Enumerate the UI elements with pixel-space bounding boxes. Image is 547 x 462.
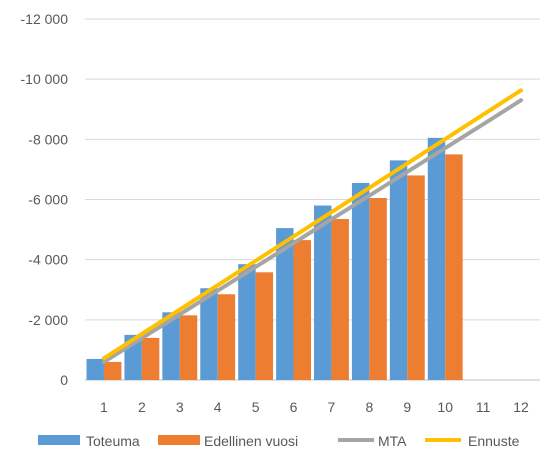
bar-toteuma <box>314 205 332 380</box>
bar-toteuma <box>238 264 256 380</box>
legend-label-toteuma: Toteuma <box>86 433 140 449</box>
legend-label-edellinen-vuosi: Edellinen vuosi <box>204 433 298 449</box>
legend-swatch-edellinen-vuosi <box>158 435 200 445</box>
legend-label-mta: MTA <box>378 433 407 449</box>
x-axis-ticks: 1 2 3 4 5 6 7 8 9 10 11 12 <box>100 399 529 415</box>
legend: Toteuma Edellinen vuosi MTA Ennuste <box>38 433 520 449</box>
y-tick-label: -2 000 <box>28 312 68 328</box>
x-tick-label: 11 <box>476 399 491 415</box>
y-tick-label: -4 000 <box>28 252 68 268</box>
bar-toteuma <box>427 137 446 380</box>
bar-edellinen-vuosi <box>407 175 425 380</box>
bar-toteuma <box>162 312 180 380</box>
x-tick-label: 1 <box>100 399 108 415</box>
x-tick-label: 5 <box>252 399 260 415</box>
bar-edellinen-vuosi <box>445 154 463 380</box>
x-tick-label: 2 <box>138 399 146 415</box>
x-tick-label: 9 <box>403 399 411 415</box>
x-tick-label: 8 <box>365 399 373 415</box>
x-tick-label: 12 <box>513 399 529 415</box>
line-ennuste <box>101 88 524 361</box>
lines <box>101 88 524 364</box>
y-tick-label: 0 <box>60 372 68 388</box>
bar-toteuma <box>276 228 294 380</box>
bar-edellinen-vuosi <box>217 294 236 380</box>
bar-edellinen-vuosi <box>141 337 160 380</box>
y-tick-label: -12 000 <box>21 11 69 27</box>
bar-toteuma <box>351 182 370 380</box>
bar-edellinen-vuosi <box>179 315 198 380</box>
bar-toteuma <box>86 358 104 380</box>
bar-edellinen-vuosi <box>255 272 274 380</box>
bar-edellinen-vuosi <box>369 197 387 380</box>
x-tick-label: 4 <box>214 399 222 415</box>
bar-edellinen-vuosi <box>331 219 349 380</box>
x-tick-label: 10 <box>437 399 453 415</box>
y-tick-label: -6 000 <box>28 192 68 208</box>
legend-label-ennuste: Ennuste <box>468 433 520 449</box>
x-tick-label: 6 <box>290 399 298 415</box>
y-axis-ticks: 0 -2 000 -4 000 -6 000 -8 000 -10 000 -12 000 <box>21 11 69 388</box>
bars <box>86 137 463 380</box>
bar-toteuma <box>200 288 218 380</box>
x-tick-label: 3 <box>176 399 184 415</box>
y-tick-label: -8 000 <box>28 131 68 147</box>
legend-swatch-toteuma <box>38 435 80 445</box>
y-tick-label: -10 000 <box>21 71 69 87</box>
bar-edellinen-vuosi <box>103 361 122 380</box>
line-mta <box>101 98 524 364</box>
x-tick-label: 7 <box>328 399 336 415</box>
bar-toteuma <box>389 160 408 380</box>
bar-edellinen-vuosi <box>293 240 311 380</box>
